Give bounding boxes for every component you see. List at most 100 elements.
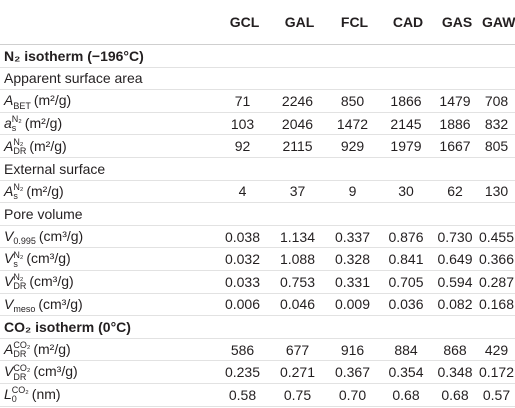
cell-value: 0.68 bbox=[380, 383, 432, 407]
cell-value: 0.032 bbox=[215, 247, 270, 271]
data-row: a N₂ s (m²/g) 103 2046 1472 2145 1886 832 bbox=[0, 112, 515, 136]
cell-value: 0.753 bbox=[270, 270, 325, 294]
symbol: V bbox=[4, 363, 14, 380]
symbol: A bbox=[4, 92, 14, 109]
column-header: GAS bbox=[432, 0, 478, 45]
superscript bbox=[13, 228, 36, 236]
row-label: V CO₂ DR (cm³/g) bbox=[0, 360, 215, 384]
cell-value: 2115 bbox=[270, 134, 325, 158]
subheading: Apparent surface area bbox=[0, 67, 515, 91]
cell-value: 92 bbox=[215, 134, 270, 158]
unit: (m²/g) bbox=[33, 340, 71, 357]
subscript: meso bbox=[13, 303, 36, 314]
cell-value: 1.134 bbox=[270, 225, 325, 249]
superscript: N₂ bbox=[13, 249, 24, 260]
data-row: A N₂ s (m²/g) 4 37 9 30 62 130 bbox=[0, 180, 515, 204]
cell-value: 916 bbox=[325, 338, 380, 362]
cell-value: 0.75 bbox=[270, 383, 325, 407]
superscript: N₂ bbox=[13, 182, 24, 192]
indices: N₂ s bbox=[13, 249, 24, 269]
subscript: DR bbox=[13, 349, 27, 360]
symbol: A bbox=[4, 137, 14, 154]
cell-value: 0.046 bbox=[270, 293, 325, 317]
data-row: V 0.995 (cm³/g) 0.038 1.134 0.337 0.876 0.730 0… bbox=[0, 225, 515, 249]
column-header: GAL bbox=[270, 0, 325, 45]
table-body: N₂ isotherm (−196°C) Apparent surface are… bbox=[0, 44, 515, 407]
subheading-row: Pore volume bbox=[0, 202, 515, 226]
cell-value: 30 bbox=[380, 180, 432, 204]
subscript: DR bbox=[13, 145, 27, 156]
row-label: A N₂ s (m²/g) bbox=[0, 180, 215, 204]
cell-value: 0.366 bbox=[478, 247, 515, 271]
cell-value: 850 bbox=[325, 89, 380, 113]
superscript: CO₂ bbox=[11, 385, 29, 396]
cell-value: 0.705 bbox=[380, 270, 432, 294]
superscript bbox=[13, 93, 31, 101]
cell-value: 103 bbox=[215, 112, 270, 136]
unit: (cm³/g) bbox=[26, 250, 71, 267]
cell-value: 0.287 bbox=[478, 270, 515, 294]
row-label: V 0.995 (cm³/g) bbox=[0, 225, 215, 249]
unit: (cm³/g) bbox=[29, 273, 74, 290]
cell-value: 0.168 bbox=[478, 293, 515, 317]
cell-value: 71 bbox=[215, 89, 270, 113]
subheading-row: Apparent surface area bbox=[0, 67, 515, 91]
column-header: GAWBa bbox=[478, 0, 515, 45]
superscript: N₂ bbox=[13, 272, 24, 283]
cell-value: 677 bbox=[270, 338, 325, 362]
cell-value: 708 bbox=[478, 89, 515, 113]
cell-value: 0.036 bbox=[380, 293, 432, 317]
subscript: s bbox=[13, 258, 18, 269]
cell-value: 1.088 bbox=[270, 247, 325, 271]
cell-value: 130 bbox=[478, 180, 515, 204]
data-row: A N₂ DR (m²/g) 92 2115 929 1979 1667 805 bbox=[0, 134, 515, 158]
cell-value: 0.649 bbox=[432, 247, 478, 271]
indices: CO₂ DR bbox=[13, 341, 30, 360]
symbol: L bbox=[4, 386, 12, 403]
symbol: V bbox=[4, 227, 14, 244]
row-label: L CO₂ 0 (nm) bbox=[0, 383, 215, 407]
cell-value: 0.038 bbox=[215, 225, 270, 249]
superscript: N₂ bbox=[13, 136, 24, 147]
cell-value: 1472 bbox=[325, 112, 380, 136]
cell-value: 0.68 bbox=[432, 383, 478, 407]
indices: N₂ s bbox=[11, 115, 22, 134]
indices: 0.995 bbox=[13, 228, 36, 246]
subscript: s bbox=[13, 191, 18, 201]
symbol: a bbox=[4, 114, 12, 131]
heading-row: N₂ isotherm (−196°C) bbox=[0, 44, 515, 68]
data-row: V meso (cm³/g) 0.006 0.046 0.009 0.036 0.082 0.… bbox=[0, 293, 515, 317]
subscript: s bbox=[11, 123, 17, 134]
row-label: a N₂ s (m²/g) bbox=[0, 112, 215, 136]
heading: N₂ isotherm (−196°C) bbox=[0, 44, 515, 68]
cell-value: 37 bbox=[270, 180, 325, 204]
indices: BET bbox=[13, 94, 31, 110]
indices: N₂ s bbox=[13, 182, 24, 201]
cell-value: 0.331 bbox=[325, 270, 380, 294]
subheading-row: External surface bbox=[0, 157, 515, 181]
heading: CO₂ isotherm (0°C) bbox=[0, 315, 515, 339]
unit: (cm³/g) bbox=[38, 227, 84, 244]
cell-value: 429 bbox=[478, 338, 515, 362]
column-header: CAD bbox=[380, 0, 432, 45]
cell-value: 2145 bbox=[380, 112, 432, 136]
cell-value: 0.58 bbox=[215, 383, 270, 407]
indices: meso bbox=[13, 297, 35, 313]
corner bbox=[0, 0, 215, 45]
heading-row: CO₂ isotherm (0°C) bbox=[0, 315, 515, 339]
subscript: BET bbox=[13, 100, 31, 111]
cell-value: 1667 bbox=[432, 134, 478, 158]
column-header: FCL bbox=[325, 0, 380, 45]
row-label: V meso (cm³/g) bbox=[0, 293, 215, 317]
unit: (m²/g) bbox=[26, 182, 64, 199]
cell-value: 805 bbox=[478, 134, 515, 158]
unit: (cm³/g) bbox=[38, 295, 83, 312]
subheading: External surface bbox=[0, 157, 515, 181]
cell-value: 0.876 bbox=[380, 225, 432, 249]
unit: (m²/g) bbox=[29, 137, 67, 154]
cell-value: 0.594 bbox=[432, 270, 478, 294]
cell-value: 0.235 bbox=[215, 360, 270, 384]
cell-value: 0.57 bbox=[478, 383, 515, 407]
